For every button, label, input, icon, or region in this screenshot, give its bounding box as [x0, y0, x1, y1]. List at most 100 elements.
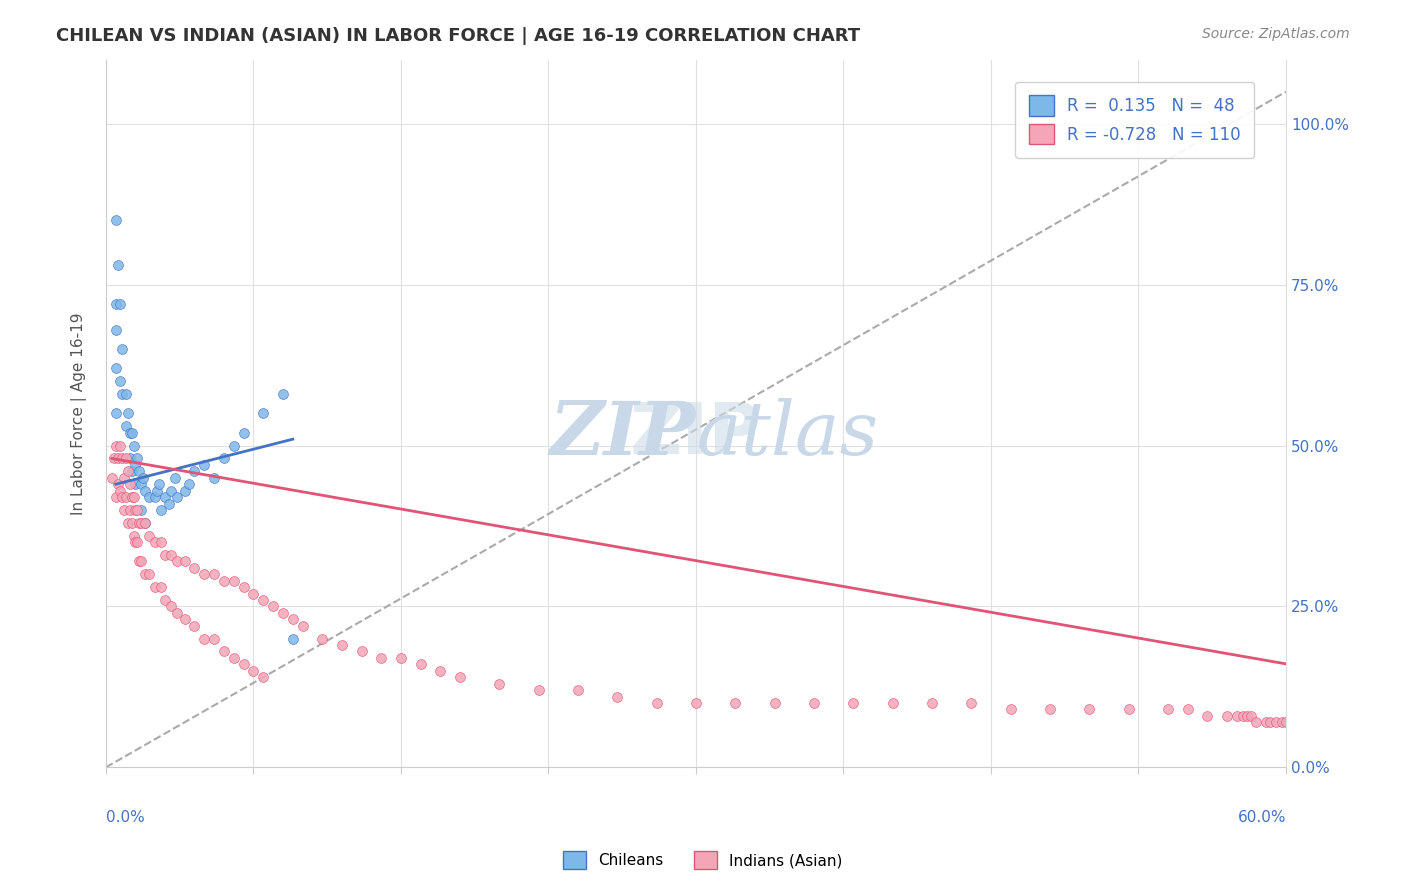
- Point: [143, 580, 166, 594]
- Point: [112, 471, 135, 485]
- Point: [104, 323, 127, 337]
- Point: [128, 554, 150, 568]
- Point: [118, 477, 141, 491]
- Point: [138, 490, 160, 504]
- Point: [1305, 715, 1327, 730]
- Point: [1197, 708, 1219, 723]
- Point: [271, 606, 294, 620]
- Point: [124, 535, 146, 549]
- Point: [112, 503, 135, 517]
- Point: [111, 342, 134, 356]
- Point: [1258, 715, 1281, 730]
- Point: [131, 477, 153, 491]
- Point: [134, 516, 156, 530]
- Point: [138, 529, 160, 543]
- Point: [173, 554, 195, 568]
- Point: [281, 632, 304, 646]
- Y-axis label: In Labor Force | Age 16-19: In Labor Force | Age 16-19: [72, 312, 87, 515]
- Point: [1177, 702, 1199, 716]
- Point: [212, 644, 235, 658]
- Point: [153, 548, 176, 562]
- Point: [138, 567, 160, 582]
- Text: ZIPatlas: ZIPatlas: [553, 401, 839, 469]
- Point: [173, 612, 195, 626]
- Point: [242, 664, 264, 678]
- Point: [107, 477, 129, 491]
- Point: [107, 259, 129, 273]
- Point: [567, 683, 589, 698]
- Point: [1236, 708, 1258, 723]
- Point: [271, 387, 294, 401]
- Point: [232, 425, 254, 440]
- Point: [114, 490, 136, 504]
- Text: 60.0%: 60.0%: [1237, 810, 1286, 825]
- Point: [921, 696, 943, 710]
- Point: [131, 516, 153, 530]
- Point: [1246, 715, 1268, 730]
- Point: [685, 696, 707, 710]
- Point: [1285, 715, 1308, 730]
- Point: [118, 503, 141, 517]
- Point: [1295, 715, 1317, 730]
- Point: [150, 535, 173, 549]
- Point: [527, 683, 550, 698]
- Point: [1271, 715, 1294, 730]
- Point: [1226, 708, 1249, 723]
- Point: [1239, 708, 1261, 723]
- Point: [132, 471, 155, 485]
- Point: [118, 451, 141, 466]
- Point: [252, 406, 274, 420]
- Point: [117, 516, 139, 530]
- Point: [409, 657, 432, 672]
- Point: [104, 297, 127, 311]
- Point: [160, 599, 183, 614]
- Point: [724, 696, 747, 710]
- Point: [122, 439, 145, 453]
- Point: [107, 451, 129, 466]
- Point: [104, 490, 127, 504]
- Point: [104, 406, 127, 420]
- Point: [232, 657, 254, 672]
- Point: [128, 464, 150, 478]
- Point: [134, 483, 156, 498]
- Point: [104, 213, 127, 227]
- Point: [128, 516, 150, 530]
- Point: [160, 548, 183, 562]
- Point: [252, 593, 274, 607]
- Point: [108, 374, 131, 388]
- Point: [429, 664, 451, 678]
- Point: [1216, 708, 1239, 723]
- Point: [166, 606, 188, 620]
- Point: [173, 483, 195, 498]
- Point: [121, 490, 143, 504]
- Point: [183, 618, 205, 632]
- Point: [1265, 715, 1288, 730]
- Point: [131, 503, 153, 517]
- Point: [166, 554, 188, 568]
- Point: [117, 464, 139, 478]
- Point: [606, 690, 628, 704]
- Point: [212, 574, 235, 588]
- Point: [150, 580, 173, 594]
- Point: [143, 490, 166, 504]
- Legend: R =  0.135   N =  48, R = -0.728   N = 110: R = 0.135 N = 48, R = -0.728 N = 110: [1015, 82, 1254, 158]
- Point: [222, 439, 245, 453]
- Point: [124, 503, 146, 517]
- Point: [252, 670, 274, 684]
- Point: [124, 477, 146, 491]
- Point: [222, 574, 245, 588]
- Point: [232, 580, 254, 594]
- Point: [150, 503, 173, 517]
- Point: [1118, 702, 1140, 716]
- Point: [202, 567, 225, 582]
- Point: [1232, 708, 1254, 723]
- Point: [160, 483, 183, 498]
- Text: 0.0%: 0.0%: [105, 810, 145, 825]
- Point: [134, 516, 156, 530]
- Point: [122, 490, 145, 504]
- Point: [330, 638, 353, 652]
- Point: [222, 651, 245, 665]
- Point: [183, 464, 205, 478]
- Point: [153, 593, 176, 607]
- Text: CHILEAN VS INDIAN (ASIAN) IN LABOR FORCE | AGE 16-19 CORRELATION CHART: CHILEAN VS INDIAN (ASIAN) IN LABOR FORCE…: [56, 27, 860, 45]
